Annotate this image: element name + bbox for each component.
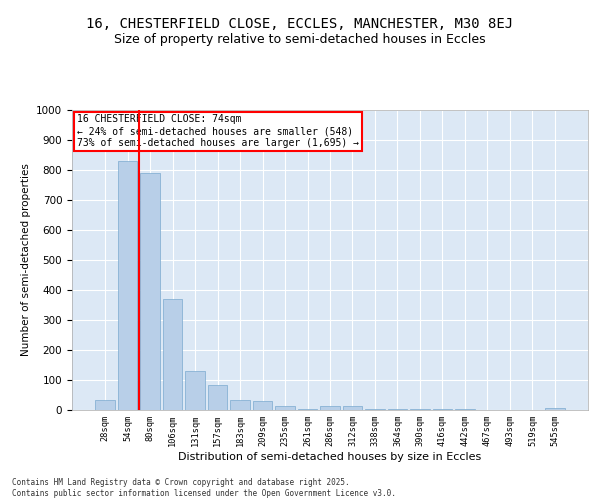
X-axis label: Distribution of semi-detached houses by size in Eccles: Distribution of semi-detached houses by … xyxy=(178,452,482,462)
Bar xyxy=(253,401,272,410)
Bar xyxy=(163,299,182,410)
Bar xyxy=(410,409,430,410)
Bar xyxy=(388,408,407,410)
Text: Contains HM Land Registry data © Crown copyright and database right 2025.
Contai: Contains HM Land Registry data © Crown c… xyxy=(12,478,396,498)
Bar xyxy=(545,408,565,410)
Bar xyxy=(185,371,205,410)
Bar xyxy=(275,406,295,410)
Bar xyxy=(298,408,317,410)
Text: 16 CHESTERFIELD CLOSE: 74sqm
← 24% of semi-detached houses are smaller (548)
73%: 16 CHESTERFIELD CLOSE: 74sqm ← 24% of se… xyxy=(77,114,359,148)
Bar xyxy=(95,400,115,410)
Bar xyxy=(320,406,340,410)
Text: Size of property relative to semi-detached houses in Eccles: Size of property relative to semi-detach… xyxy=(114,32,486,46)
Bar xyxy=(230,400,250,410)
Text: 16, CHESTERFIELD CLOSE, ECCLES, MANCHESTER, M30 8EJ: 16, CHESTERFIELD CLOSE, ECCLES, MANCHEST… xyxy=(86,18,514,32)
Bar xyxy=(118,161,137,410)
Bar xyxy=(365,408,385,410)
Bar xyxy=(140,173,160,410)
Bar xyxy=(433,409,452,410)
Bar xyxy=(343,406,362,410)
Bar xyxy=(208,384,227,410)
Y-axis label: Number of semi-detached properties: Number of semi-detached properties xyxy=(20,164,31,356)
